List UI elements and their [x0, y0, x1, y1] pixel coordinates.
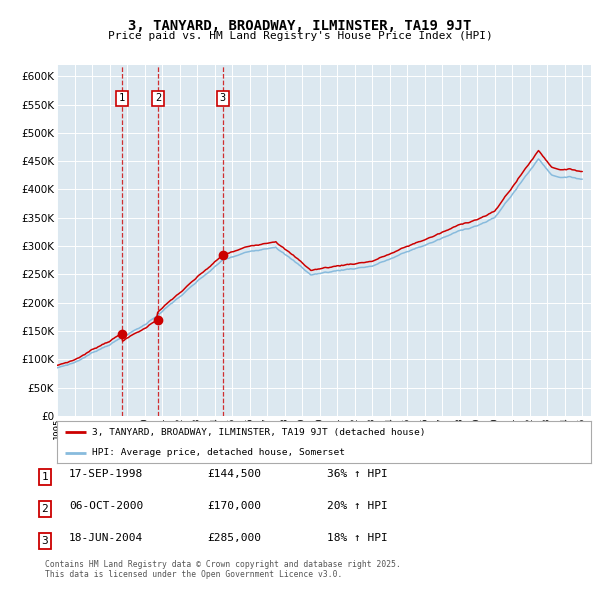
- Text: £285,000: £285,000: [207, 533, 261, 543]
- Text: 18% ↑ HPI: 18% ↑ HPI: [327, 533, 388, 543]
- Text: 17-SEP-1998: 17-SEP-1998: [69, 469, 143, 479]
- Text: 18-JUN-2004: 18-JUN-2004: [69, 533, 143, 543]
- Text: 20% ↑ HPI: 20% ↑ HPI: [327, 501, 388, 511]
- Text: 1: 1: [41, 472, 49, 482]
- Text: 2: 2: [155, 93, 161, 103]
- Text: £144,500: £144,500: [207, 469, 261, 479]
- Text: 3: 3: [41, 536, 49, 546]
- Text: 3, TANYARD, BROADWAY, ILMINSTER, TA19 9JT (detached house): 3, TANYARD, BROADWAY, ILMINSTER, TA19 9J…: [92, 428, 425, 437]
- Text: 36% ↑ HPI: 36% ↑ HPI: [327, 469, 388, 479]
- Text: 3, TANYARD, BROADWAY, ILMINSTER, TA19 9JT: 3, TANYARD, BROADWAY, ILMINSTER, TA19 9J…: [128, 19, 472, 33]
- Text: Contains HM Land Registry data © Crown copyright and database right 2025.
This d: Contains HM Land Registry data © Crown c…: [45, 560, 401, 579]
- Text: 3: 3: [220, 93, 226, 103]
- Text: Price paid vs. HM Land Registry's House Price Index (HPI): Price paid vs. HM Land Registry's House …: [107, 31, 493, 41]
- Text: £170,000: £170,000: [207, 501, 261, 511]
- Text: HPI: Average price, detached house, Somerset: HPI: Average price, detached house, Some…: [92, 448, 345, 457]
- Text: 06-OCT-2000: 06-OCT-2000: [69, 501, 143, 511]
- Text: 2: 2: [41, 504, 49, 514]
- Text: 1: 1: [119, 93, 125, 103]
